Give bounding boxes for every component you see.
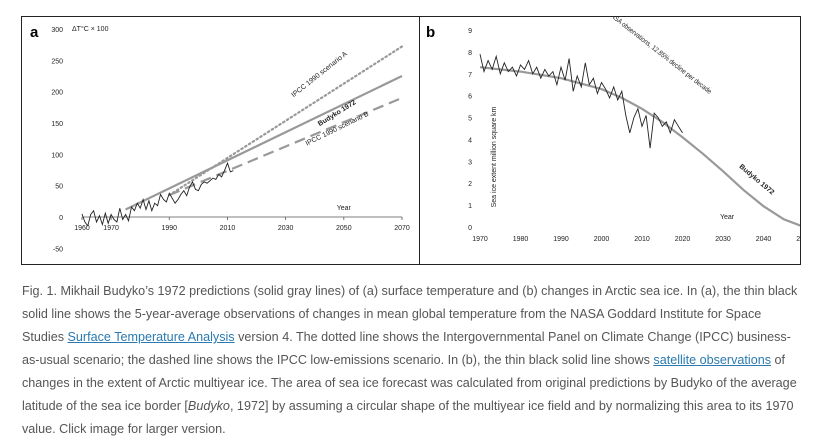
y-tick-label: 3 (468, 159, 472, 166)
figure-caption: Fig. 1. Mikhail Budyko’s 1972 prediction… (22, 280, 802, 441)
x-tick-label: 1990 (161, 225, 177, 232)
y-tick-label: 100 (51, 152, 63, 159)
y-unit-label: ΔT°C × 100 (72, 25, 109, 33)
series-label-budyko-1972: Budyko 1972 (738, 163, 776, 196)
series-line-nasa-observations-12-85-decline-per-decade (479, 53, 683, 149)
y-tick-label: 8 (468, 50, 472, 57)
x-tick-label: 1980 (513, 236, 529, 243)
x-tick-label: 1970 (103, 225, 119, 232)
y-tick-label: 250 (51, 58, 63, 65)
y-tick-label: 0 (59, 215, 63, 222)
x-tick-label: 1970 (472, 236, 488, 243)
chart-b-sea-ice: b 0 1 2 3 4 5 6 7 8 9 1970 1980 1990 2000 2010 2020 2030 2… (426, 17, 800, 243)
y-tick-label: 5 (468, 116, 472, 123)
x-tick-label: 2000 (594, 236, 610, 243)
x-tick-label: 2070 (394, 225, 410, 232)
series-line-budyko-1972 (125, 75, 403, 211)
y-axis-title: Sea ice extent million square km (491, 106, 498, 207)
chart-a-temperature: a ΔT°C × 100 -50 0 50 100 150 200 250 300 1960 1970… (30, 24, 410, 253)
figure-panel[interactable]: a ΔT°C × 100 -50 0 50 100 150 200 250 300 1960 1970… (21, 16, 801, 265)
y-tick-label: 1 (468, 203, 472, 210)
y-tick-label: 50 (55, 184, 63, 191)
y-tick-label: -50 (53, 246, 63, 253)
x-axis-title: Year (337, 205, 352, 212)
x-tick-label: 2020 (675, 236, 691, 243)
y-tick-label: 2 (468, 181, 472, 188)
y-tick-label: 200 (51, 90, 63, 97)
caption-text: version 4. The dotted line shows the Int… (22, 330, 791, 367)
panel-letter-a: a (30, 24, 39, 41)
satellite-observations-link[interactable]: satellite observations (653, 353, 772, 367)
panel-divider (419, 17, 420, 264)
y-tick-label: 300 (51, 27, 63, 34)
y-tick-label: 150 (51, 121, 63, 128)
x-tick-label: 2050 (796, 236, 800, 243)
y-tick-label: 9 (468, 28, 472, 35)
y-tick-label: 6 (468, 94, 472, 101)
y-tick-label: 4 (468, 137, 472, 144)
x-tick-label: 1990 (553, 236, 569, 243)
x-tick-label: 2040 (756, 236, 772, 243)
x-tick-label: 2010 (634, 236, 650, 243)
y-tick-label: 7 (468, 72, 472, 79)
x-tick-label: 1960 (74, 225, 90, 232)
series-line-observations (81, 161, 234, 227)
panel-letter-b: b (426, 24, 435, 41)
series-line-ipcc-1990-scenario-a (168, 45, 404, 197)
y-tick-label: 0 (468, 225, 472, 232)
series-line-budyko-1972 (479, 66, 800, 227)
x-tick-label: 2030 (715, 236, 731, 243)
x-tick-label: 2010 (220, 225, 236, 232)
series-label-ipcc-1990-scenario-a: IPCC 1990 scenario A (290, 50, 349, 99)
series-line-ipcc-1990-scenario-b (168, 96, 403, 197)
x-tick-label: 2030 (278, 225, 294, 232)
caption-text: Fig. 1. Mikhail Budyko’s 1972 prediction… (22, 284, 798, 344)
x-tick-label: 2050 (336, 225, 352, 232)
caption-citation: Budyko (187, 399, 230, 413)
caption-text: of changes in the extent of Arctic multi… (22, 353, 797, 413)
surface-temperature-analysis-link[interactable]: Surface Temperature Analysis (67, 330, 235, 344)
x-axis-title: Year (720, 214, 735, 221)
series-label-nasa-observations: NASA observations, 12.85% decline per de… (606, 17, 713, 96)
